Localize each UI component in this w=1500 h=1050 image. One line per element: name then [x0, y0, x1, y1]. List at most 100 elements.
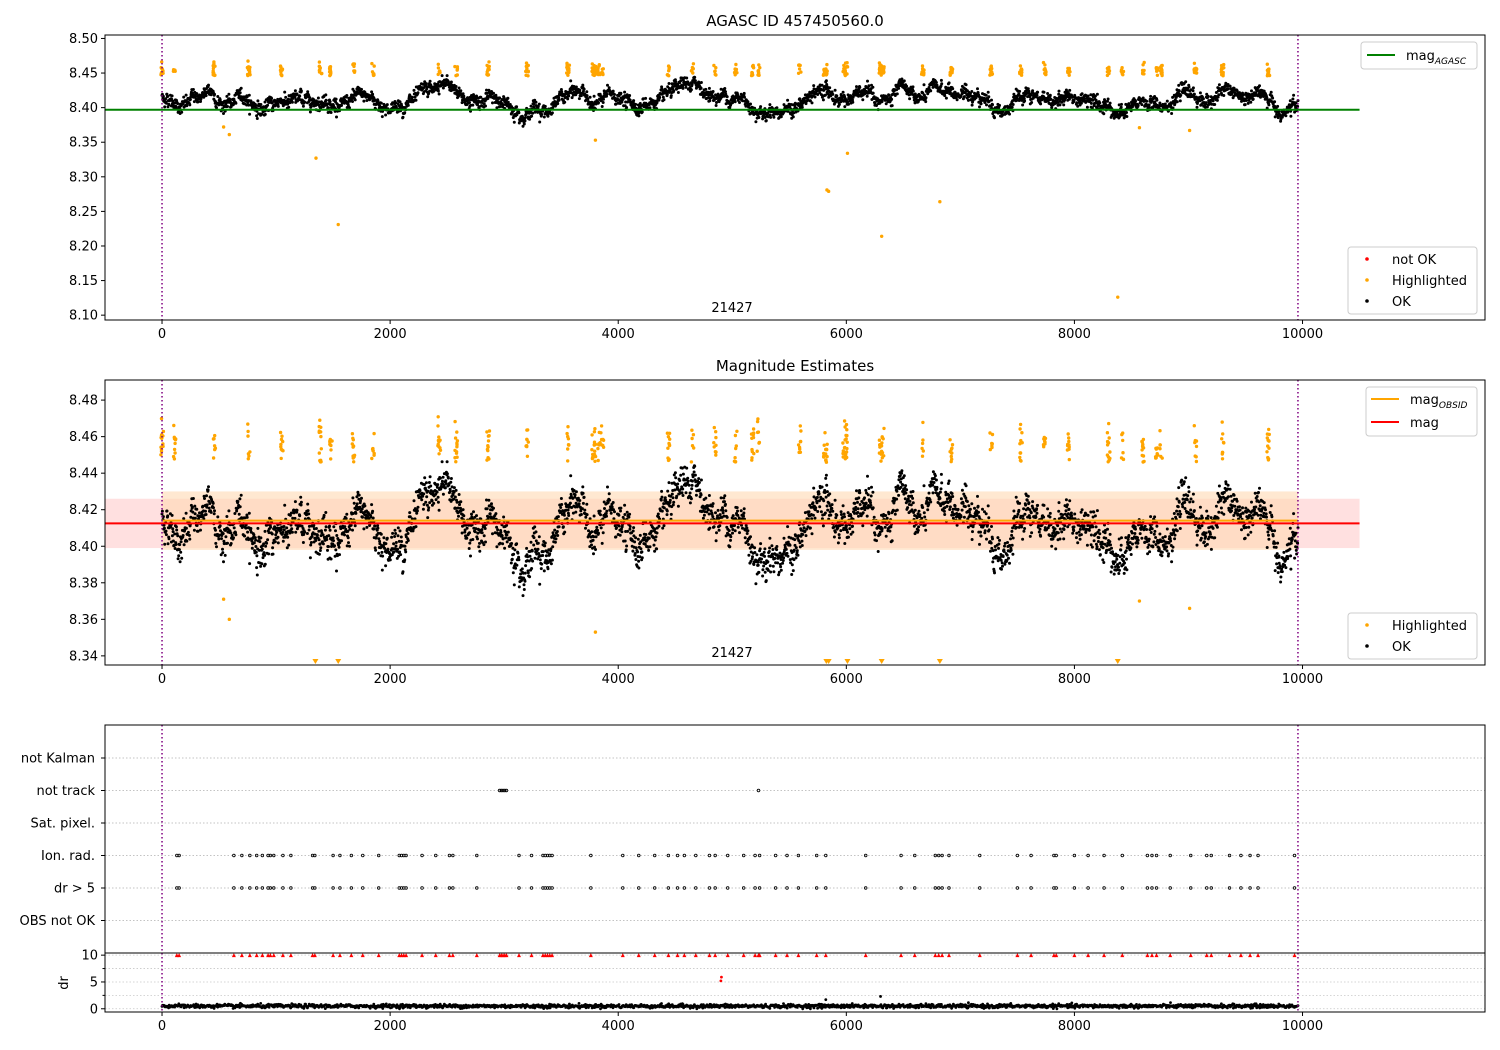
- highlighted-point: [1160, 73, 1164, 78]
- ok-point: [385, 536, 389, 540]
- ok-point: [258, 540, 262, 544]
- ok-point: [410, 95, 414, 99]
- ok-point: [164, 101, 168, 105]
- ok-point: [178, 543, 182, 547]
- ok-point: [284, 95, 288, 99]
- ok-point: [305, 532, 309, 535]
- legend-marker-ok: [1365, 299, 1369, 303]
- ok-point: [449, 80, 453, 84]
- ok-point: [786, 98, 790, 102]
- highlighted-point: [1155, 73, 1160, 78]
- ok-point: [243, 534, 247, 538]
- ok-point: [715, 101, 718, 104]
- ok-point: [353, 524, 357, 528]
- ok-point: [217, 537, 221, 541]
- ok-point: [855, 85, 858, 89]
- ok-point: [401, 570, 405, 574]
- ok-point: [1215, 98, 1219, 102]
- ok-point: [940, 82, 944, 86]
- ok-point: [394, 541, 398, 544]
- ok-point: [1120, 102, 1123, 106]
- highlighted-point: [248, 73, 252, 77]
- ok-point: [1080, 92, 1084, 96]
- highlighted-outlier-point: [845, 151, 850, 155]
- legend-label-not-ok: not OK: [1392, 253, 1437, 268]
- ok-point: [438, 476, 442, 480]
- ok-point: [212, 506, 215, 510]
- ok-point: [445, 460, 449, 464]
- ok-point: [403, 544, 407, 548]
- ok-point: [510, 542, 514, 545]
- ok-point: [424, 481, 428, 485]
- ok-point: [1170, 112, 1174, 115]
- ok-point: [465, 526, 469, 530]
- highlighted-point: [486, 67, 490, 72]
- ok-point: [530, 114, 534, 118]
- ok-point: [484, 104, 487, 108]
- ok-point: [1276, 104, 1280, 108]
- ok-point: [871, 91, 875, 95]
- highlighted-point: [1066, 66, 1070, 71]
- highlighted-point: [1160, 63, 1164, 68]
- ok-point: [249, 527, 253, 530]
- ok-point: [192, 528, 196, 532]
- ok-point: [346, 536, 350, 540]
- ok-point: [393, 528, 397, 532]
- ok-point: [324, 525, 328, 529]
- ok-point: [406, 532, 410, 535]
- ok-point: [353, 98, 357, 102]
- ok-point: [444, 479, 448, 483]
- x-tick-label: 2000: [374, 327, 407, 342]
- ok-point: [232, 526, 236, 530]
- ok-point: [699, 81, 703, 84]
- y-tick-label: 8.40: [69, 101, 98, 116]
- ok-point: [525, 546, 529, 550]
- highlighted-point: [1219, 67, 1224, 72]
- ok-point: [556, 102, 560, 106]
- ok-point: [1217, 93, 1221, 97]
- ok-point: [396, 526, 400, 530]
- ok-point: [1187, 85, 1191, 89]
- ok-point: [228, 98, 232, 101]
- highlighted-outlier-point: [826, 189, 831, 194]
- ok-point: [764, 119, 768, 123]
- ok-point: [415, 509, 419, 513]
- ok-point: [841, 90, 845, 94]
- ok-point: [299, 503, 303, 507]
- panel-agasc: AGASC ID 457450560.0 0 2000 4000 6000 8000 10…: [69, 12, 1486, 342]
- panel-agasc-x-ticks: 0 2000 4000 6000 8000 10000: [158, 320, 1323, 342]
- ok-point: [327, 534, 331, 538]
- ok-point: [506, 530, 510, 534]
- ok-point: [426, 516, 430, 520]
- ok-point: [477, 545, 481, 549]
- ok-point: [475, 514, 478, 518]
- ok-point: [592, 94, 596, 98]
- ok-point: [174, 543, 178, 546]
- ok-point: [436, 483, 440, 487]
- ok-point: [318, 549, 322, 552]
- ok-point: [403, 111, 407, 115]
- highlighted-point: [734, 62, 738, 67]
- ok-point: [326, 548, 329, 552]
- highlighted-point: [1265, 62, 1270, 66]
- ok-point: [515, 105, 519, 109]
- ok-point: [469, 554, 472, 558]
- ok-point: [585, 94, 589, 98]
- highlighted-point: [590, 62, 594, 66]
- ok-point: [1125, 111, 1128, 114]
- ok-point: [404, 550, 408, 554]
- ok-point: [408, 511, 412, 515]
- ok-point: [890, 104, 894, 108]
- ok-point: [362, 99, 366, 103]
- ok-point: [1273, 115, 1277, 119]
- ok-point: [345, 512, 349, 516]
- ok-point: [517, 558, 521, 562]
- ok-point: [496, 528, 500, 532]
- ok-point: [606, 83, 609, 87]
- highlighted-point: [880, 68, 885, 72]
- highlighted-point: [843, 73, 847, 78]
- ok-point: [203, 497, 206, 500]
- ok-point: [922, 83, 926, 87]
- ok-point: [254, 545, 258, 548]
- ok-point: [221, 547, 224, 551]
